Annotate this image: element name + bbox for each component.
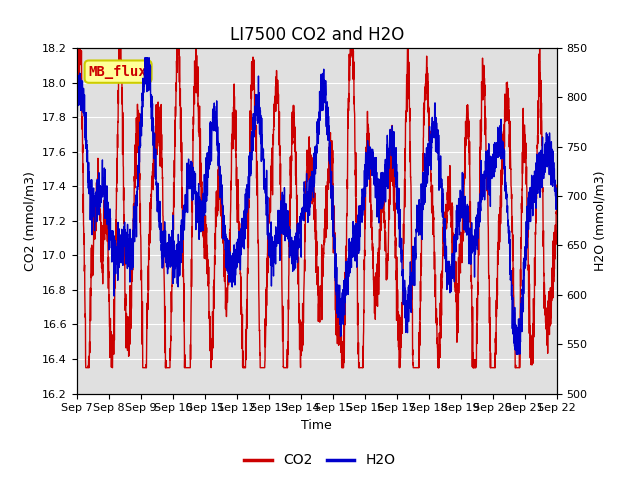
X-axis label: Time: Time — [301, 419, 332, 432]
Y-axis label: CO2 (mmol/m3): CO2 (mmol/m3) — [24, 171, 36, 271]
Title: LI7500 CO2 and H2O: LI7500 CO2 and H2O — [230, 25, 404, 44]
Text: MB_flux: MB_flux — [89, 65, 147, 79]
Y-axis label: H2O (mmol/m3): H2O (mmol/m3) — [593, 170, 606, 271]
Legend: CO2, H2O: CO2, H2O — [239, 448, 401, 473]
